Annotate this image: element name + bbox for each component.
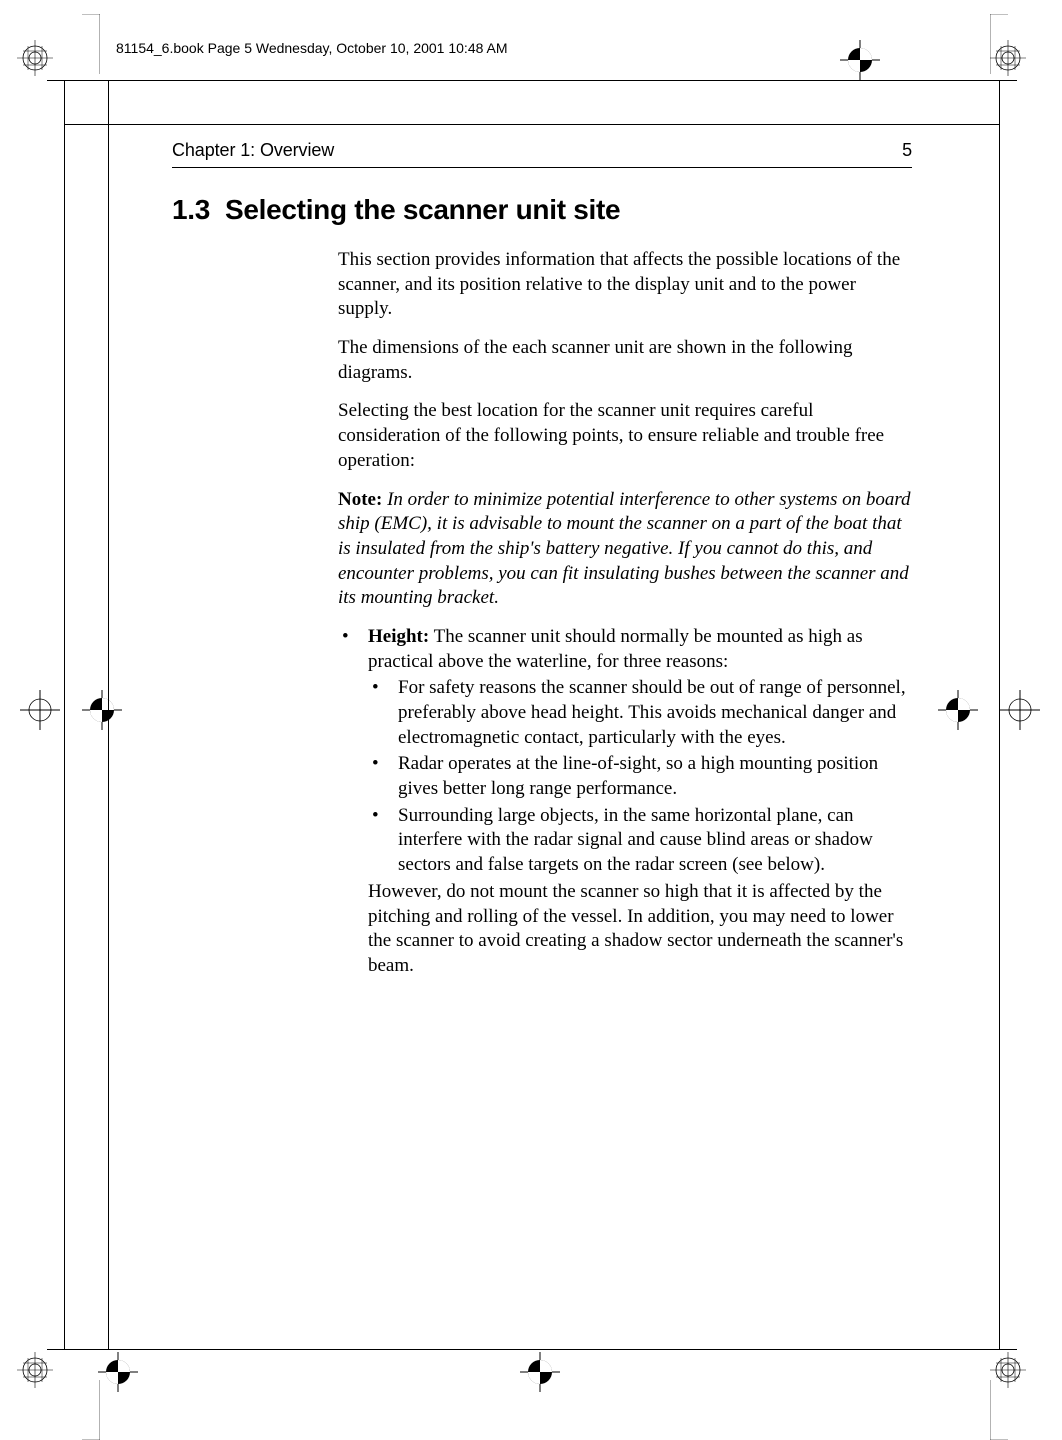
note-paragraph: Note: In order to minimize potential int… bbox=[338, 488, 912, 611]
registration-cross-right bbox=[1000, 690, 1040, 730]
list-item-body: Surrounding large objects, in the same h… bbox=[398, 805, 873, 875]
list-continuation: However, do not mount the scanner so hig… bbox=[368, 880, 912, 979]
crop-mark-br bbox=[990, 1380, 1008, 1440]
registration-target-tl bbox=[17, 40, 53, 76]
page-content: Chapter 1: Overview 5 1.3 Selecting the … bbox=[172, 140, 912, 981]
paragraph: The dimensions of the each scanner unit … bbox=[338, 336, 912, 385]
page-header: Chapter 1: Overview 5 bbox=[172, 140, 912, 161]
rule-top bbox=[64, 124, 1000, 125]
list-item: Surrounding large objects, in the same h… bbox=[368, 804, 912, 878]
registration-filled-bottom-center bbox=[520, 1352, 560, 1392]
list-item-label: Height: bbox=[368, 626, 429, 647]
paragraph: Selecting the best location for the scan… bbox=[338, 399, 912, 473]
list-item-body: The scanner unit should normally be moun… bbox=[368, 626, 863, 672]
running-header: 81154_6.book Page 5 Wednesday, October 1… bbox=[116, 40, 508, 56]
section-heading: 1.3 Selecting the scanner unit site bbox=[172, 194, 912, 226]
registration-filled-bottom-left bbox=[98, 1352, 138, 1392]
section-title: Selecting the scanner unit site bbox=[225, 194, 620, 225]
bullet-list: Height: The scanner unit should normally… bbox=[338, 625, 912, 979]
note-label: Note: bbox=[338, 489, 382, 510]
section-number: 1.3 bbox=[172, 194, 210, 225]
page-number: 5 bbox=[902, 140, 912, 161]
note-body: In order to minimize potential interfere… bbox=[338, 489, 911, 609]
list-item: For safety reasons the scanner should be… bbox=[368, 676, 912, 750]
list-item: Radar operates at the line-of-sight, so … bbox=[368, 752, 912, 801]
body-text: This section provides information that a… bbox=[338, 248, 912, 979]
registration-filled-top-right bbox=[840, 40, 880, 80]
header-rule bbox=[172, 167, 912, 168]
registration-target-br bbox=[990, 1352, 1026, 1388]
sub-bullet-list: For safety reasons the scanner should be… bbox=[368, 676, 912, 878]
list-item-body: Radar operates at the line-of-sight, so … bbox=[398, 753, 878, 799]
rule-vert bbox=[108, 80, 109, 1350]
list-item: Height: The scanner unit should normally… bbox=[338, 625, 912, 979]
chapter-title: Chapter 1: Overview bbox=[172, 140, 334, 161]
paragraph: This section provides information that a… bbox=[338, 248, 912, 322]
list-item-body: For safety reasons the scanner should be… bbox=[398, 677, 906, 747]
registration-target-bl bbox=[17, 1352, 53, 1388]
crop-mark-tl bbox=[82, 14, 100, 74]
registration-cross-left bbox=[20, 690, 60, 730]
registration-target-tr bbox=[990, 40, 1026, 76]
